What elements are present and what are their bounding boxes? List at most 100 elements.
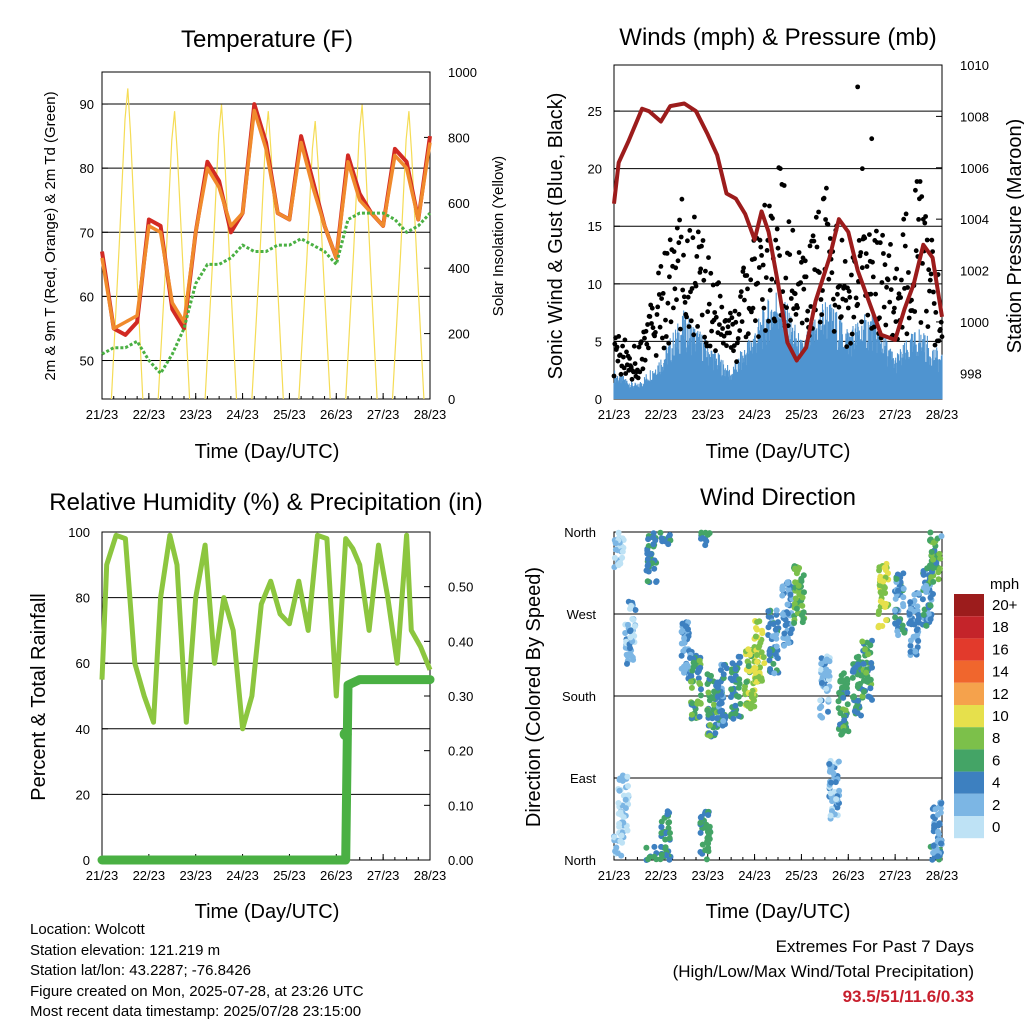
- wind-ytick-label: 10: [588, 277, 602, 292]
- gust-point: [745, 286, 750, 292]
- gust-point: [886, 253, 892, 259]
- wind-direction-point: [705, 689, 712, 696]
- gust-point: [706, 255, 711, 260]
- wind-direction-point: [720, 671, 727, 678]
- wind-direction-point: [843, 676, 850, 682]
- wind-direction-point: [773, 607, 780, 614]
- wind-direction-point: [622, 630, 629, 636]
- wind-direction-point: [892, 595, 899, 602]
- temp-ytick-label: 70: [80, 225, 94, 240]
- gust-point: [660, 291, 666, 296]
- wind-direction-point: [688, 684, 695, 691]
- gust-point: [726, 318, 732, 323]
- gust-point: [933, 310, 939, 315]
- wind-direction-point: [704, 671, 711, 678]
- gust-point: [618, 371, 624, 377]
- wind-ytick-right-label: 1008: [960, 109, 989, 124]
- temperature-title: Temperature (F): [181, 26, 353, 53]
- legend-swatch: [954, 705, 984, 728]
- gust-point: [758, 244, 764, 250]
- wind-direction-point: [869, 696, 875, 703]
- wind-direction-point: [612, 848, 619, 855]
- wind-xtick-label: 24/23: [738, 407, 771, 422]
- gust-point: [856, 238, 862, 243]
- temp-xtick-label: 26/23: [320, 407, 353, 422]
- gust-point: [882, 262, 888, 268]
- gust-point: [721, 333, 727, 339]
- gust-point: [829, 270, 835, 276]
- wind-direction-point: [645, 536, 652, 543]
- winds-title: Winds (mph) & Pressure (mb): [619, 24, 936, 51]
- wind-direction-point: [779, 611, 786, 618]
- wind-direction-point: [632, 607, 639, 613]
- wind-direction-point: [657, 529, 664, 536]
- wind-direction-point: [706, 836, 713, 842]
- dir-xtick-label: 22/23: [645, 868, 678, 883]
- gust-point: [888, 242, 893, 247]
- gust-point: [611, 373, 617, 379]
- wind-direction-point: [732, 702, 739, 709]
- gust-point: [884, 284, 889, 290]
- legend-label: 6: [992, 752, 1000, 769]
- gust-point: [804, 317, 810, 323]
- gust-point: [738, 294, 743, 299]
- direction-ylabel: Direction (Colored By Speed): [523, 567, 545, 827]
- wind-direction-point: [622, 805, 629, 812]
- gust-point: [667, 274, 672, 280]
- gust-point: [784, 305, 789, 310]
- gust-point: [654, 312, 660, 317]
- wind-direction-point: [658, 824, 665, 830]
- wind-direction-point: [618, 811, 625, 818]
- rh-frame: [101, 531, 431, 861]
- gust-point: [734, 359, 739, 365]
- gust-point: [831, 296, 836, 302]
- gust-point: [929, 237, 935, 243]
- gust-point: [821, 195, 827, 201]
- wind-direction-point: [787, 630, 794, 637]
- gust-point: [676, 240, 682, 246]
- wind-direction-point: [912, 648, 919, 655]
- gust-point: [739, 319, 745, 324]
- wind-direction-point: [823, 656, 830, 663]
- wind-direction-point: [697, 819, 704, 826]
- wind-direction-point: [920, 611, 927, 618]
- gust-point: [927, 277, 933, 283]
- wind-direction-point: [784, 580, 791, 587]
- wind-direction-point: [735, 684, 742, 691]
- wind-direction-point: [643, 844, 650, 851]
- gust-point: [803, 274, 809, 280]
- wind-ytick-right-label: 1010: [960, 58, 989, 73]
- winds-ylabel-right: Station Pressure (Maroon): [1004, 119, 1024, 354]
- wind-direction-point: [689, 700, 696, 707]
- gust-point: [642, 335, 647, 341]
- temp-series-2m-td: [101, 211, 432, 375]
- legend-swatch: [954, 771, 984, 794]
- gust-point: [927, 288, 932, 294]
- wind-direction-point: [907, 648, 914, 655]
- gust-point: [659, 296, 664, 301]
- wind-direction-point: [930, 828, 937, 835]
- gust-point: [893, 319, 899, 324]
- precip-line: [97, 675, 435, 865]
- legend-swatch: [954, 749, 984, 772]
- gust-point: [826, 276, 832, 282]
- gust-point: [922, 220, 928, 226]
- wind-direction-point: [618, 852, 625, 859]
- wind-direction-point: [697, 829, 704, 836]
- wind-ytick-right-label: 1002: [960, 264, 989, 279]
- wind-direction-point: [938, 800, 945, 807]
- wind-xtick-label: 28/23: [926, 407, 959, 422]
- wind-direction-point: [826, 761, 833, 767]
- gust-point: [753, 318, 758, 324]
- wind-direction-point: [858, 712, 864, 719]
- gust-point: [862, 235, 868, 241]
- wind-direction-point: [705, 812, 712, 818]
- wind-ytick-right-label: 1000: [960, 315, 989, 330]
- wind-direction-point: [663, 852, 670, 859]
- wind-direction-point: [844, 701, 851, 708]
- gust-point: [844, 344, 850, 349]
- wind-direction-point: [876, 608, 882, 615]
- wind-direction-point: [900, 585, 907, 592]
- rh-ytick-right-label: 0.50: [448, 580, 473, 595]
- wind-direction-point: [875, 624, 882, 631]
